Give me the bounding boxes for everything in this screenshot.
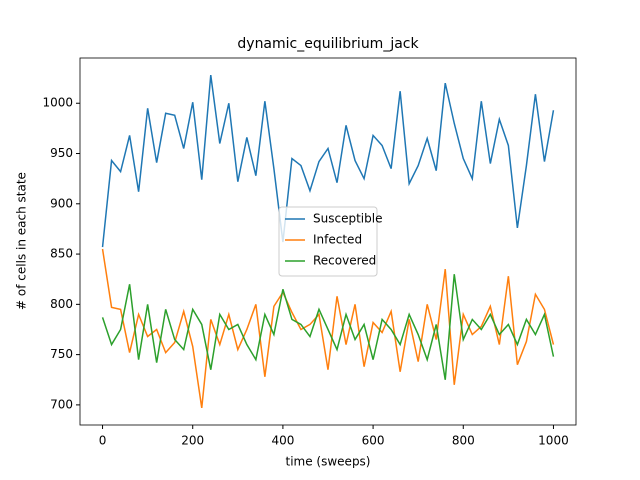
chart-title: dynamic_equilibrium_jack	[237, 36, 419, 52]
x-tick-label: 600	[362, 434, 385, 448]
legend-label: Recovered	[313, 254, 376, 268]
y-tick-label: 800	[50, 297, 73, 311]
y-tick-label: 850	[50, 247, 73, 261]
legend-box	[278, 206, 378, 277]
x-axis-label: time (sweeps)	[286, 455, 371, 469]
y-tick-label: 900	[50, 196, 73, 210]
series-line	[101, 248, 555, 409]
y-axis-label: # of cells in each state	[15, 172, 29, 310]
legend-label: Infected	[313, 233, 362, 247]
x-tick-label: 400	[271, 434, 294, 448]
y-tick-label: 700	[50, 397, 73, 411]
x-tick-label: 800	[452, 434, 475, 448]
x-tick-label: 0	[99, 434, 107, 448]
legend-label: Susceptible	[313, 212, 382, 226]
x-tick-label: 200	[181, 434, 204, 448]
series-line	[101, 74, 555, 248]
y-tick-label: 1000	[42, 96, 73, 110]
y-tick-label: 750	[50, 347, 73, 361]
y-tick-label: 950	[50, 146, 73, 160]
x-tick-label: 1000	[538, 434, 569, 448]
series-line	[101, 274, 555, 380]
plot-frame	[79, 57, 577, 426]
